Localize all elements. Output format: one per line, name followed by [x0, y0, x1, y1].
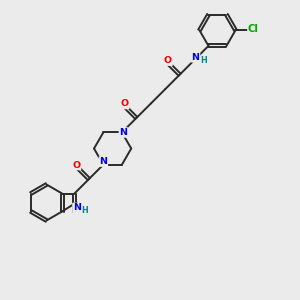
- Text: O: O: [72, 160, 80, 169]
- Text: O: O: [164, 56, 172, 65]
- Text: N: N: [119, 128, 128, 137]
- Text: N: N: [192, 53, 200, 62]
- Text: O: O: [121, 100, 129, 109]
- Text: N: N: [99, 157, 107, 166]
- Text: H: H: [81, 206, 88, 215]
- Text: H: H: [200, 56, 207, 65]
- Text: N: N: [73, 203, 81, 212]
- Text: Cl: Cl: [248, 24, 259, 34]
